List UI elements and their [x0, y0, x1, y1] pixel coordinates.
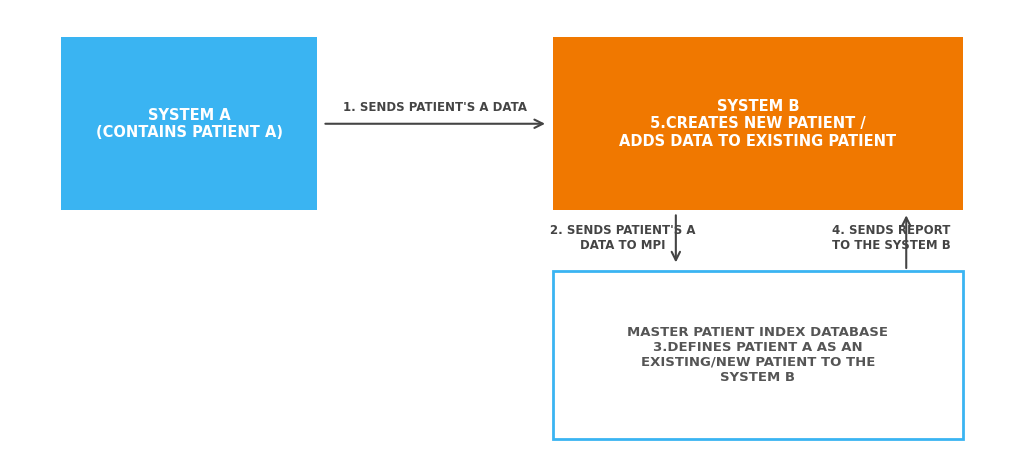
Text: SYSTEM A
(CONTAINS PATIENT A): SYSTEM A (CONTAINS PATIENT A)	[96, 107, 283, 140]
Text: 4. SENDS REPORT
TO THE SYSTEM B: 4. SENDS REPORT TO THE SYSTEM B	[831, 224, 950, 252]
Text: SYSTEM B
5.CREATES NEW PATIENT /
ADDS DATA TO EXISTING PATIENT: SYSTEM B 5.CREATES NEW PATIENT / ADDS DA…	[620, 99, 896, 149]
FancyBboxPatch shape	[553, 37, 963, 210]
Text: MASTER PATIENT INDEX DATABASE
3.DEFINES PATIENT A AS AN
EXISTING/NEW PATIENT TO : MASTER PATIENT INDEX DATABASE 3.DEFINES …	[628, 326, 888, 384]
FancyBboxPatch shape	[553, 271, 963, 439]
Text: 1. SENDS PATIENT'S A DATA: 1. SENDS PATIENT'S A DATA	[343, 101, 527, 114]
FancyBboxPatch shape	[61, 37, 317, 210]
Text: 2. SENDS PATIENT'S A
DATA TO MPI: 2. SENDS PATIENT'S A DATA TO MPI	[550, 224, 695, 252]
